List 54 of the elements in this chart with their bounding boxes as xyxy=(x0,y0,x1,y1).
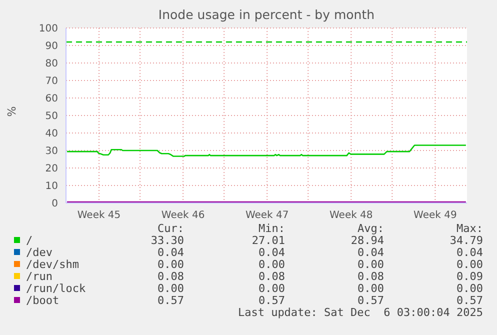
text: Max: xyxy=(456,222,483,235)
text: Min: xyxy=(258,222,285,235)
text: 27.01 xyxy=(252,234,285,247)
text: 0.04 xyxy=(258,246,285,259)
text: 0.08 xyxy=(358,270,384,283)
text: 33.30 xyxy=(150,234,184,247)
text: 0.00 xyxy=(456,282,483,295)
y-tick-label: 70 xyxy=(45,76,58,88)
chart-title: Inode usage in percent - by month xyxy=(157,7,376,22)
y-tick-label: 60 xyxy=(45,94,58,105)
text: Last update: Sat Dec 6 03:00:04 2025 xyxy=(238,306,483,319)
text: 0.00 xyxy=(158,258,184,271)
line-series xyxy=(66,144,467,157)
legend-label: /dev xyxy=(26,246,52,259)
text: 0.08 xyxy=(258,270,285,283)
text: 0.04 xyxy=(158,246,184,259)
text: 0.00 xyxy=(358,282,384,295)
text: 0.04 xyxy=(358,246,384,259)
text: Cur: xyxy=(158,222,184,235)
text: 28.94 xyxy=(350,234,384,247)
text: 0.57 xyxy=(456,294,483,307)
y-tick-label: 50 xyxy=(45,111,58,122)
legend-label: /dev/shm xyxy=(26,258,79,271)
y-axis-title: % xyxy=(6,105,18,119)
text: 0.00 xyxy=(158,282,184,295)
y-tick-label: 90 xyxy=(45,41,58,52)
x-tick-label: Week 45 xyxy=(77,210,121,222)
text: 0.57 xyxy=(358,294,384,307)
x-tick-label: Week 48 xyxy=(329,210,373,222)
x-tick-label: Week 46 xyxy=(161,210,205,222)
text: 0.09 xyxy=(456,270,483,283)
text: 0.00 xyxy=(258,282,285,295)
y-tick-label: 0 xyxy=(52,198,58,210)
y-tick-label: 10 xyxy=(45,181,58,192)
y-tick-label: 80 xyxy=(45,58,58,70)
text: 0.08 xyxy=(158,270,184,283)
text: 34.79 xyxy=(450,234,483,247)
legend-label: /boot xyxy=(26,294,60,307)
text: 0.57 xyxy=(258,294,285,307)
y-tick-label: 30 xyxy=(45,146,58,158)
x-tick-label: Week 49 xyxy=(414,210,457,222)
legend-label: / xyxy=(26,234,33,247)
y-tick-label: 100 xyxy=(38,24,58,35)
text: Avg: xyxy=(358,222,384,235)
legend-label: /run/lock xyxy=(26,282,86,295)
text: 0.00 xyxy=(258,258,285,271)
text: 0.00 xyxy=(358,258,384,271)
text: 0.57 xyxy=(158,294,184,307)
y-tick-label: 20 xyxy=(45,164,58,175)
x-tick-label: Week 47 xyxy=(245,210,289,222)
text: 0.04 xyxy=(456,246,483,259)
text: 0.00 xyxy=(456,258,483,271)
legend-label: /run xyxy=(26,270,52,283)
y-tick-label: 40 xyxy=(45,128,58,140)
